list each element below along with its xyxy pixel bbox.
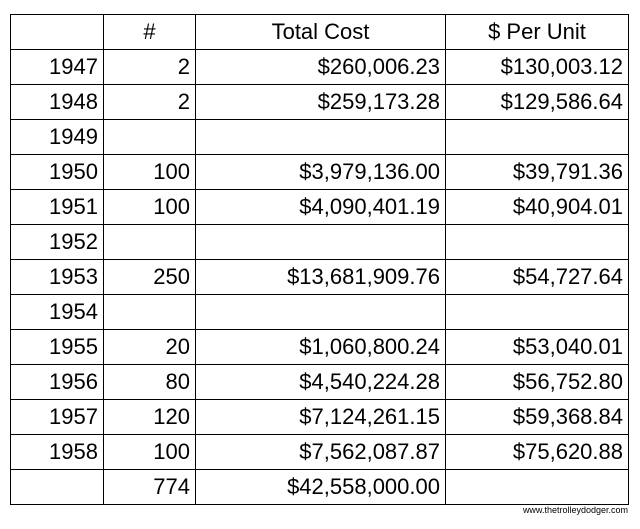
table-cell: $4,090,401.19 [195,189,446,225]
table-row: 1947 2 $260,006.23 $130,003.12 [10,49,629,85]
table-cell: $13,681,909.76 [195,259,446,295]
table-cell: 1958 [10,434,104,470]
table-cell [10,14,104,50]
table-cell: $ Per Unit [445,14,629,50]
table-row: 1951 100 $4,090,401.19 $40,904.01 [10,189,629,225]
table-cell: # [103,14,196,50]
table-cell: 1953 [10,259,104,295]
table-cell: $42,558,000.00 [195,469,446,505]
table-row: # Total Cost $ Per Unit [10,14,629,50]
table-row: 1948 2 $259,173.28 $129,586.64 [10,84,629,120]
table-cell: Total Cost [195,14,446,50]
table-cell: $4,540,224.28 [195,364,446,400]
table-cell: $7,124,261.15 [195,399,446,435]
table-cell: $1,060,800.24 [195,329,446,365]
table-cell [103,294,196,330]
table-cell: $3,979,136.00 [195,154,446,190]
table-cell [103,119,196,155]
table-row: 1955 20 $1,060,800.24 $53,040.01 [10,329,629,365]
table-cell: 250 [103,259,196,295]
table-cell: $259,173.28 [195,84,446,120]
table-cell [10,469,104,505]
cost-table: # Total Cost $ Per Unit 1947 2 $260,006.23 $13… [10,14,629,505]
table-cell: 1956 [10,364,104,400]
table-cell [195,119,446,155]
table-row: 1950 100 $3,979,136.00 $39,791.36 [10,154,629,190]
watermark: www.thetrolleydodger.com [522,505,628,515]
table-cell: 1951 [10,189,104,225]
table-cell: 1952 [10,224,104,260]
table-row: 1953 250 $13,681,909.76 $54,727.64 [10,259,629,295]
table-cell [445,294,629,330]
table-cell: 20 [103,329,196,365]
table-cell: 1950 [10,154,104,190]
table-cell [103,224,196,260]
table-row: 1949 [10,119,629,155]
table-cell [195,224,446,260]
table-cell: $40,904.01 [445,189,629,225]
table-cell: 774 [103,469,196,505]
table-cell: 2 [103,49,196,85]
table-row: 1957 120 $7,124,261.15 $59,368.84 [10,399,629,435]
table-cell: 100 [103,154,196,190]
table-cell: 1954 [10,294,104,330]
table-cell: 120 [103,399,196,435]
table-cell [445,224,629,260]
table-cell: 100 [103,189,196,225]
table-cell: 1949 [10,119,104,155]
table-cell: $59,368.84 [445,399,629,435]
table-cell: $130,003.12 [445,49,629,85]
table-cell: 1947 [10,49,104,85]
table-cell: $260,006.23 [195,49,446,85]
table-cell: 1957 [10,399,104,435]
table-row: 1954 [10,294,629,330]
table-cell: $39,791.36 [445,154,629,190]
table-row: 1958 100 $7,562,087.87 $75,620.88 [10,434,629,470]
table-cell: $53,040.01 [445,329,629,365]
table-cell [445,119,629,155]
table-cell: $7,562,087.87 [195,434,446,470]
table-cell: 1948 [10,84,104,120]
table-cell: 1955 [10,329,104,365]
table-cell: 100 [103,434,196,470]
table-cell: $129,586.64 [445,84,629,120]
table-cell: $56,752.80 [445,364,629,400]
table-cell: 80 [103,364,196,400]
table-row: 774 $42,558,000.00 [10,469,629,505]
table-cell [445,469,629,505]
table-row: 1956 80 $4,540,224.28 $56,752.80 [10,364,629,400]
table-cell: $75,620.88 [445,434,629,470]
table-cell: 2 [103,84,196,120]
table-cell [195,294,446,330]
table-row: 1952 [10,224,629,260]
table-cell: $54,727.64 [445,259,629,295]
